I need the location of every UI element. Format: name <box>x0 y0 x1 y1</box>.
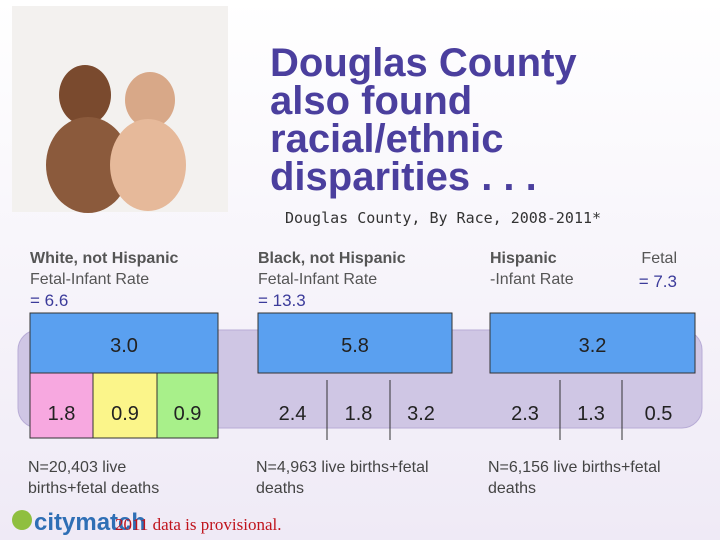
title-line: also found <box>270 79 472 123</box>
rate: = 13.3 <box>258 291 306 310</box>
note: N=20,403 live <box>28 459 126 476</box>
group-label: Hispanic <box>490 250 557 267</box>
group-label: White, not Hispanic <box>30 250 179 267</box>
title-line: disparities . . . <box>270 155 537 199</box>
top-box <box>489 312 696 374</box>
top-value: 5.8 <box>341 335 369 357</box>
title-line: Douglas County <box>270 41 577 85</box>
note: births+fetal deaths <box>28 480 159 497</box>
logo: citymatch <box>12 509 146 536</box>
note: deaths <box>256 480 304 497</box>
part-value: 1.8 <box>48 403 76 425</box>
part-value: 2.4 <box>279 403 307 425</box>
part-box <box>156 372 219 439</box>
part-value: 1.3 <box>577 403 605 425</box>
top-value: 3.0 <box>110 335 138 357</box>
note: N=6,156 live births+fetal <box>488 459 661 476</box>
note: deaths <box>488 480 536 497</box>
note: N=4,963 live births+fetal <box>256 459 429 476</box>
part-value: 0.9 <box>111 403 139 425</box>
part-value: 0.5 <box>645 403 673 425</box>
rate-label: Fetal-Infant Rate <box>30 271 149 288</box>
part-value: 3.2 <box>407 403 435 425</box>
part-value: 0.9 <box>174 403 202 425</box>
rate-label: Fetal-Infant Rate <box>258 271 377 288</box>
rate-label: -Infant Rate <box>490 271 574 288</box>
group-label: Black, not Hispanic <box>258 250 406 267</box>
title-line: racial/ethnic <box>270 117 503 161</box>
top-box <box>257 312 453 374</box>
part-value: 2.3 <box>511 403 539 425</box>
part-value: 1.8 <box>345 403 373 425</box>
footnote: 2011 data is provisional. <box>115 515 282 534</box>
top-value: 3.2 <box>579 335 607 357</box>
photo <box>12 6 228 213</box>
rate: = 6.6 <box>30 291 68 310</box>
group-label-right: Fetal <box>641 250 677 267</box>
logo-text: citymatch <box>34 509 146 536</box>
rate: = 7.3 <box>639 272 677 291</box>
subtitle: Douglas County, By Race, 2008-2011* <box>285 209 601 227</box>
